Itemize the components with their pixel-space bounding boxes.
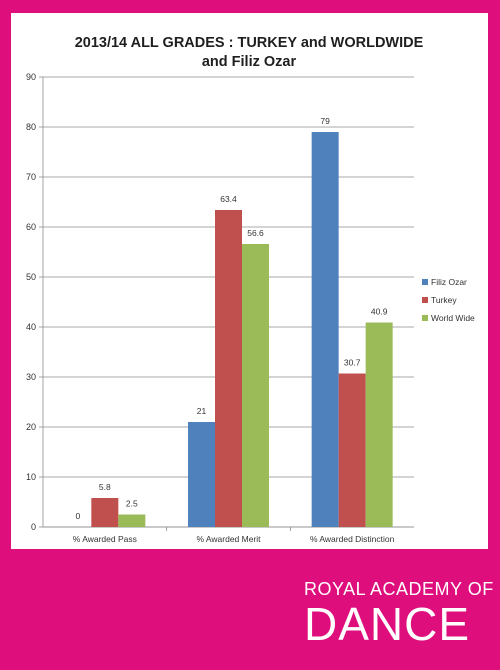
x-category-label: % Awarded Merit (196, 534, 261, 544)
y-tick-label: 70 (26, 172, 36, 182)
y-tick-label: 20 (26, 422, 36, 432)
chart-card: 2013/14 ALL GRADES : TURKEY and WORLDWID… (11, 13, 488, 549)
y-tick-label: 10 (26, 472, 36, 482)
legend-swatch (422, 297, 428, 303)
x-category-label: % Awarded Distinction (310, 534, 395, 544)
bar-turkey (338, 373, 366, 527)
data-label: 40.9 (371, 307, 388, 317)
chart-title-line2: and Filiz Ozar (202, 54, 297, 70)
y-tick-label: 40 (26, 322, 36, 332)
data-label: 21 (197, 406, 207, 416)
legend-label: Filiz Ozar (431, 277, 467, 287)
x-category-label: % Awarded Pass (73, 534, 137, 544)
data-label: 79 (320, 116, 330, 126)
bar-chart: 2013/14 ALL GRADES : TURKEY and WORLDWID… (26, 35, 475, 544)
data-label: 63.4 (220, 194, 237, 204)
bar-world-wide (365, 322, 393, 527)
y-tick-label: 60 (26, 222, 36, 232)
data-label: 0 (75, 511, 80, 521)
data-label: 5.8 (99, 482, 111, 492)
y-tick-label: 90 (26, 72, 36, 82)
legend-swatch (422, 315, 428, 321)
bar-turkey (91, 498, 119, 527)
bar-filiz-ozar (188, 422, 215, 527)
bar-filiz-ozar (311, 132, 339, 527)
legend-label: World Wide (431, 313, 475, 323)
data-label: 30.7 (344, 358, 361, 368)
y-tick-label: 50 (26, 272, 36, 282)
brand-line1: ROYAL ACADEMY OF (304, 579, 494, 599)
data-label: 56.6 (247, 228, 264, 238)
bar-world-wide (242, 244, 269, 527)
data-label: 2.5 (126, 499, 138, 509)
bar-turkey (215, 210, 242, 527)
y-tick-label: 0 (31, 522, 36, 532)
brand-line2: DANCE (304, 598, 471, 650)
legend-swatch (422, 279, 428, 285)
royal-academy-logo: ROYAL ACADEMY OF DANCE (304, 578, 494, 648)
chart-title-line1: 2013/14 ALL GRADES : TURKEY and WORLDWID… (75, 35, 424, 51)
legend-label: Turkey (431, 295, 457, 305)
y-tick-label: 30 (26, 372, 36, 382)
y-tick-label: 80 (26, 122, 36, 132)
bar-world-wide (118, 514, 146, 527)
